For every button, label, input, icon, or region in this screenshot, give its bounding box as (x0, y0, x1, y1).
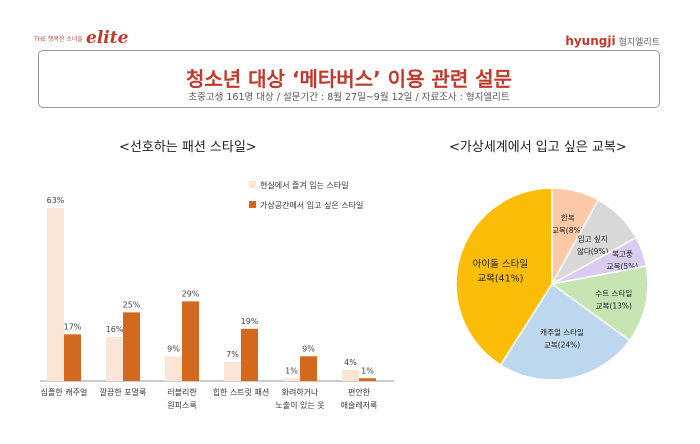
category-label: 화려하거나 (282, 387, 319, 397)
bar (106, 337, 123, 381)
bar-value-label: 16% (106, 325, 124, 334)
pie-chart-title: <가상세계에서 입고 싶은 교복> (449, 140, 627, 155)
bar-value-label: 4% (344, 358, 357, 367)
category-label: 러블리한 (167, 387, 197, 397)
bar (47, 208, 64, 381)
pie-label-name: 입고 싶지 (578, 234, 608, 243)
bar (241, 328, 258, 381)
bar-value-label: 19% (241, 317, 259, 326)
elite-logo-tagline: THE 행복한 소녀들 (34, 36, 83, 43)
category-label: 편안한 (348, 387, 371, 397)
bar-value-label: 17% (64, 322, 82, 331)
hyungji-logo: hyungji 형지엘리트 (565, 30, 660, 49)
legend-label: 현실에서 즐겨 입는 스타일 (260, 180, 349, 190)
category-label: 심플한 캐주얼 (41, 387, 88, 397)
bar (64, 334, 81, 381)
hyungji-logo-korean: 형지엘리트 (618, 38, 660, 48)
bar (283, 378, 300, 381)
bar-value-label: 29% (182, 289, 200, 298)
bar-chart-title: <선호하는 패션 스타일> (119, 140, 257, 155)
bar (359, 378, 376, 381)
pie-label-value: 교복(24%) (544, 340, 580, 349)
pie-label-value: 않다(9%) (577, 247, 609, 256)
legend-label: 가상공간에서 입고 싶은 스타일 (260, 200, 363, 210)
bar-value-label: 25% (123, 300, 141, 309)
pie-label-name: 아이돌 스타일 (473, 259, 528, 270)
pie-label-value: 교복(5%) (607, 262, 639, 271)
bar (300, 356, 317, 381)
bar-value-label: 63% (47, 196, 65, 205)
pie-label-name: 수트 스타일 (595, 289, 632, 298)
legend-swatch (249, 201, 256, 208)
legend-swatch (249, 181, 256, 188)
category-label: 애슬레저룩 (341, 400, 378, 410)
pie-slice (550, 265, 649, 342)
pie-slice (455, 187, 553, 367)
bar-value-label: 1% (285, 366, 298, 375)
bar-value-label: 1% (361, 366, 374, 375)
bar-value-label: 7% (226, 350, 239, 359)
pie-label-value: 교복(41%) (477, 274, 523, 285)
category-label: 깔끔한 포멀룩 (100, 388, 147, 397)
pie-label-value: 교복(13%) (596, 301, 632, 310)
pie-slice (499, 282, 631, 381)
bar (224, 361, 241, 381)
elite-logo-text: elite (86, 28, 129, 48)
page-subtitle: 초중고생 161명 대상 / 설문기간 : 8월 27일~9월 12일 / 자료… (188, 92, 510, 103)
category-label: 원피스룩 (167, 401, 196, 410)
bar-value-label: 9% (167, 344, 180, 353)
hyungji-logo-brand: hyungji (565, 34, 616, 48)
category-label: 힙한 스트릿 패션 (213, 387, 270, 397)
pie-label-value: 교복(8%) (552, 226, 584, 235)
pie-label-name: 한복 (561, 214, 575, 223)
bar-value-label: 9% (302, 344, 315, 353)
bar (342, 370, 359, 381)
bar (165, 356, 182, 381)
pie-label-name: 캐주얼 스타일 (540, 328, 584, 337)
pie-label-name: 복고풍 (612, 250, 633, 259)
category-label: 노출이 있는 옷 (275, 400, 324, 410)
page-title: 청소년 대상 ‘메타버스’ 이용 관련 설문 (185, 67, 512, 91)
bar (123, 312, 140, 381)
title-box: 청소년 대상 ‘메타버스’ 이용 관련 설문 초중고생 161명 대상 / 설문… (38, 50, 660, 108)
bar (182, 301, 199, 381)
